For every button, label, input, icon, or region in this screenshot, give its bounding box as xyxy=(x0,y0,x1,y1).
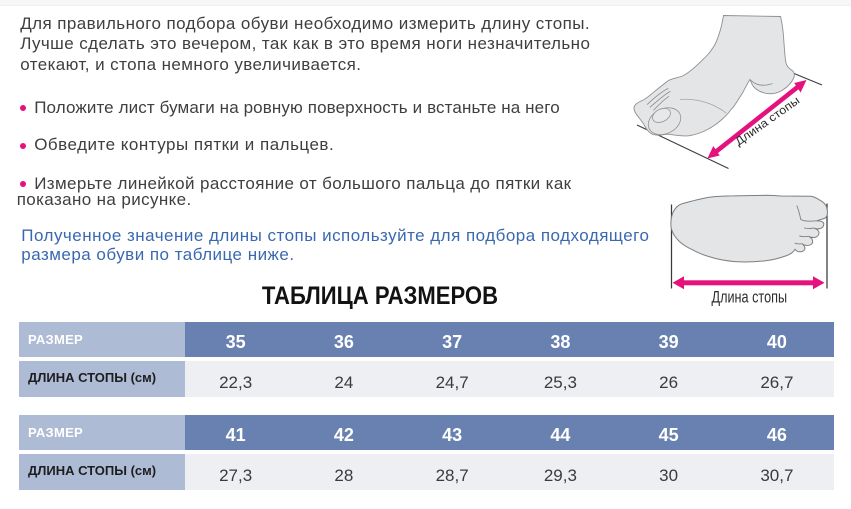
svg-text:Длина стопы: Длина стопы xyxy=(733,95,802,149)
svg-text:Длина стопы: Длина стопы xyxy=(712,288,788,307)
